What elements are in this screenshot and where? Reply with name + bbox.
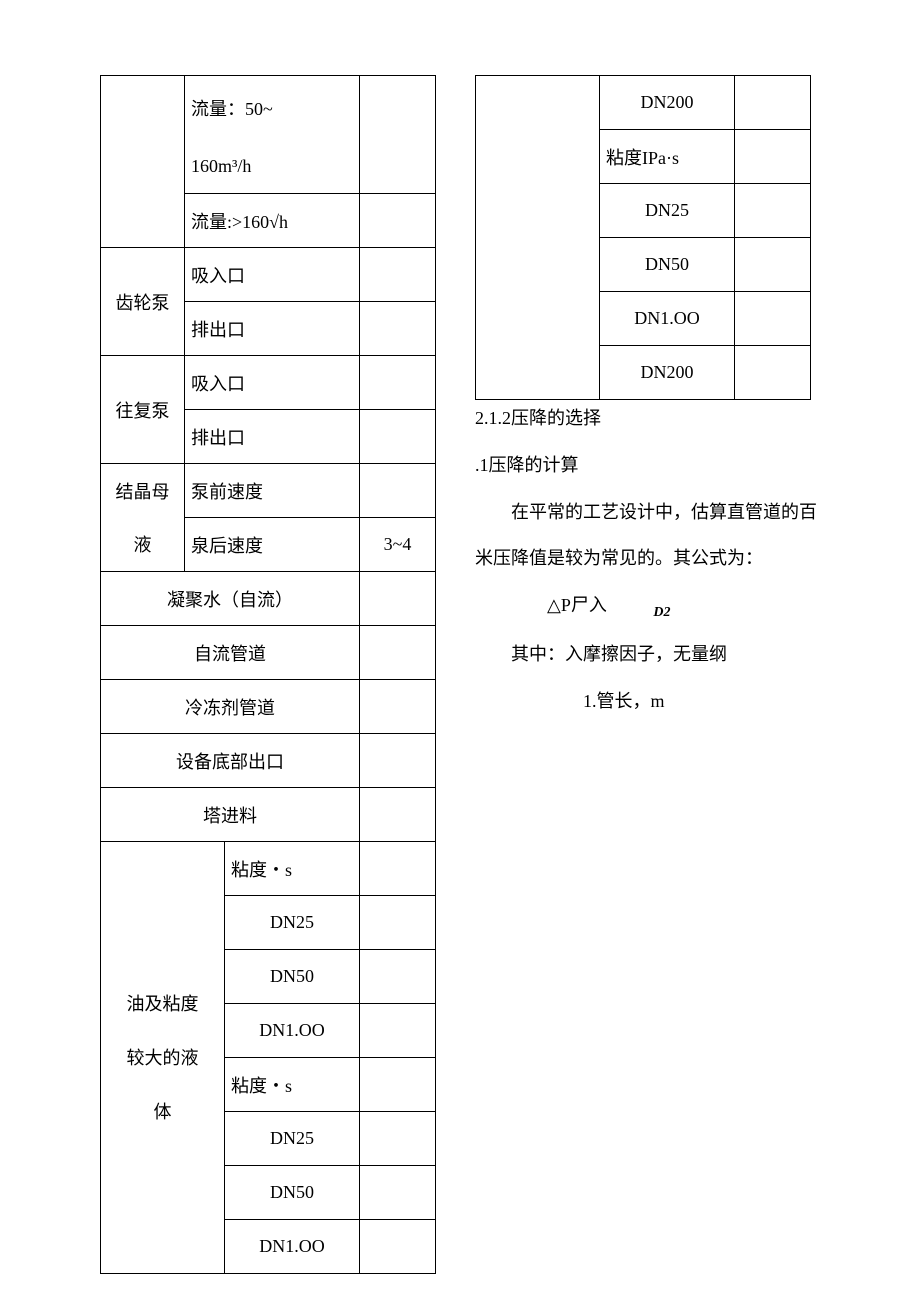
cell-blank [360,1112,436,1166]
formula-line: △P尸入 D2 [475,582,825,631]
cell-dn100-a: DN1.OO [225,1004,360,1058]
formula-d2: D2 [653,595,670,631]
note-2: 1.管长，m [475,678,825,725]
formula-text: △P尸入 [547,595,607,615]
cell-gear-pump: 齿轮泵 [101,248,185,356]
paragraph: 在平常的工艺设计中，估算直管道的百米压降值是较为常见的。其公式为： [475,489,825,583]
cell-blank [360,842,436,896]
cell-outlet: 排出口 [185,302,360,356]
left-table-container: 流量：50~ 160m³/h 流量:>160√h 齿轮泵 吸入口 排出口 往复泵… [100,75,435,1274]
cell-flow-50-160-b: 160m³/h [185,140,360,194]
cell-post-pump-speed: 泉后速度 [185,518,360,572]
cell-blank [360,302,436,356]
cell-blank [360,248,436,302]
cell-dn25-b: DN25 [225,1112,360,1166]
cell-recip-pump: 往复泵 [101,356,185,464]
cell-blank [360,626,436,680]
cell-blank [735,130,811,184]
cell-blank [360,896,436,950]
cell-blank [360,572,436,626]
cell-blank [360,356,436,410]
cell-tower-feed: 塔进料 [101,788,360,842]
cell-crystal-a: 结晶母 [101,464,185,518]
cell-blank [360,1058,436,1112]
cell-viscosity-s1: 粘度・s [225,842,360,896]
cell-gravity-pipe: 自流管道 [101,626,360,680]
cell-dn50-b: DN50 [225,1166,360,1220]
cell-viscosity-s2: 粘度・s [225,1058,360,1112]
cell-r-dn50: DN50 [600,238,735,292]
cell-blank [360,788,436,842]
cell-dn50-a: DN50 [225,950,360,1004]
cell-3-4: 3~4 [360,518,436,572]
cell-blank [360,734,436,788]
cell-blank [735,238,811,292]
cell-r-dn100: DN1.OO [600,292,735,346]
cell-equip-bottom-outlet: 设备底部出口 [101,734,360,788]
cell-blank [360,464,436,518]
cell-blank [360,194,436,248]
cell-flow-gt160: 流量:>160√h [185,194,360,248]
section-title: 2.1.2压降的选择 [475,395,825,442]
right-text-block: 2.1.2压降的选择 .1压降的计算 在平常的工艺设计中，估算直管道的百米压降值… [475,395,825,725]
cell-blank [101,76,185,248]
cell-r-viscosity: 粘度IPa·s [600,130,735,184]
cell-blank-rowspan [476,76,600,400]
cell-blank [360,1004,436,1058]
note-1: 其中：入摩擦因子，无量纲 [475,631,825,678]
cell-dn25-a: DN25 [225,896,360,950]
cell-dn100-b: DN1.OO [225,1220,360,1274]
cell-flow-50-160-a: 流量：50~ [185,76,360,140]
cell-refrigerant-pipe: 冷冻剂管道 [101,680,360,734]
oil-line3: 体 [107,1085,218,1139]
cell-r-dn200-a: DN200 [600,76,735,130]
cell-oil-viscous: 油及粘度 较大的液 体 [101,842,225,1274]
cell-blank [360,1220,436,1274]
left-table: 流量：50~ 160m³/h 流量:>160√h 齿轮泵 吸入口 排出口 往复泵… [100,75,436,1274]
cell-outlet2: 排出口 [185,410,360,464]
right-table: DN200 粘度IPa·s DN25 DN50 DN1.OO DN200 [475,75,811,400]
cell-blank [360,950,436,1004]
cell-blank [360,680,436,734]
cell-inlet2: 吸入口 [185,356,360,410]
cell-blank [735,292,811,346]
oil-line2: 较大的液 [107,1031,218,1085]
right-table-container: DN200 粘度IPa·s DN25 DN50 DN1.OO DN200 [475,75,810,400]
cell-blank [360,1166,436,1220]
oil-line1: 油及粘度 [107,977,218,1031]
cell-crystal-b: 液 [101,518,185,572]
cell-blank [360,76,436,194]
subsection-title: .1压降的计算 [475,442,825,489]
cell-inlet: 吸入口 [185,248,360,302]
cell-blank [735,76,811,130]
cell-r-dn200-b: DN200 [600,346,735,400]
cell-condensate: 凝聚水（自流） [101,572,360,626]
cell-blank [735,184,811,238]
cell-blank [360,410,436,464]
cell-r-dn25: DN25 [600,184,735,238]
cell-blank [735,346,811,400]
cell-pre-pump-speed: 泵前速度 [185,464,360,518]
